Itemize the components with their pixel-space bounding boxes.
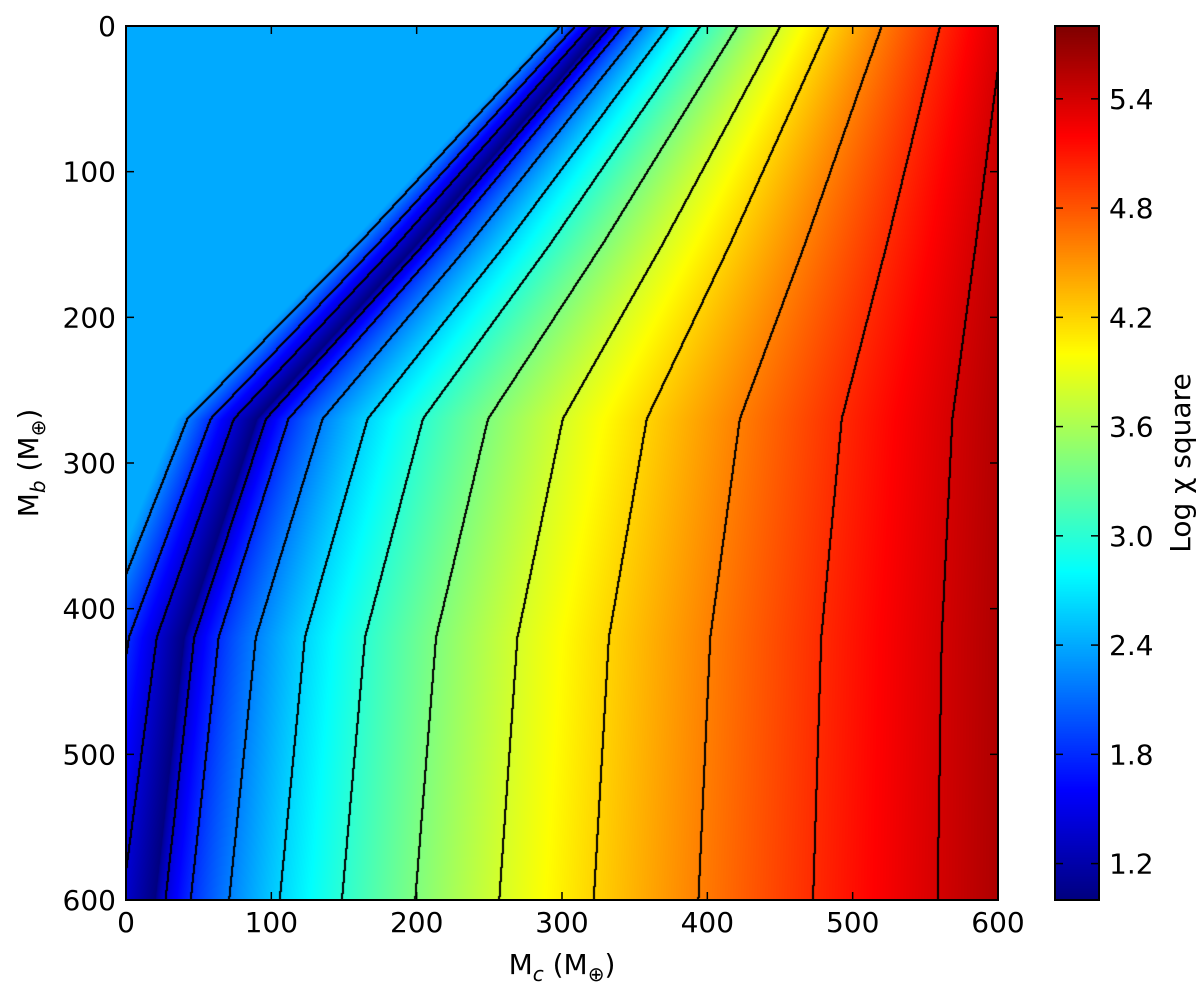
colorbar-frame [1054,25,1100,901]
y-tick-label: 300 [63,447,116,480]
x-tick-label: 400 [681,906,734,939]
x-tick-label: 0 [117,906,135,939]
y-tick-label: 200 [63,301,116,334]
x-tick-label: 100 [245,906,298,939]
y-tick-label: 500 [63,738,116,771]
colorbar-tick-label: 4.2 [1109,301,1154,334]
x-tick-label: 600 [971,906,1024,939]
x-tick-label: 300 [535,906,588,939]
y-axis-label: Mb (M⊕) [12,409,50,518]
colorbar-tick-label: 1.8 [1109,738,1154,771]
colorbar-tick-label: 3.0 [1109,520,1154,553]
colorbar-label: Log χ square [1164,373,1197,552]
colorbar-tick-label: 4.8 [1109,192,1154,225]
colorbar-tick-label: 5.4 [1109,83,1154,116]
y-tick-label: 0 [98,10,116,43]
y-tick-label: 600 [63,884,116,917]
colorbar-tick-label: 2.4 [1109,629,1154,662]
heatmap-image [126,26,998,900]
y-tick-label: 100 [63,156,116,189]
x-tick-label: 200 [390,906,443,939]
x-axis-label: Mc (M⊕) [509,948,616,986]
plot-frame [125,25,999,901]
colorbar-tick-label: 1.2 [1109,848,1154,881]
x-tick-label: 500 [826,906,879,939]
y-tick-label: 400 [63,593,116,626]
colorbar-tick-label: 3.6 [1109,411,1154,444]
